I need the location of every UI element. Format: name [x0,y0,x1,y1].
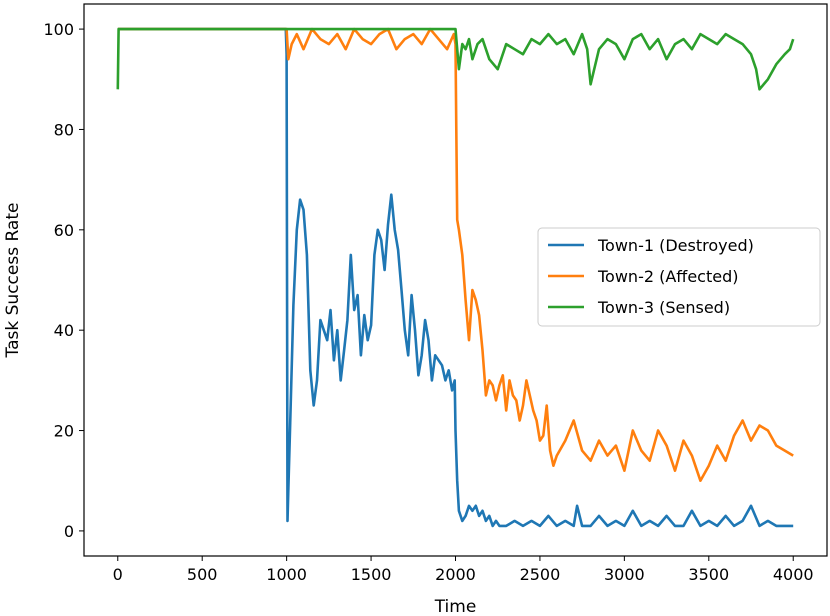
legend-label-1: Town-1 (Destroyed) [597,236,754,255]
legend-label-3: Town-3 (Sensed) [597,298,730,317]
y-axis-label: Task Success Rate [3,203,23,359]
x-tick-label: 500 [187,565,218,584]
series-line-1 [117,27,794,528]
x-tick-label: 2500 [520,565,561,584]
x-axis-label: Time [434,597,477,616]
series-line-3 [116,27,795,91]
x-tick-label: 4000 [773,565,814,584]
x-tick-label: 2000 [435,565,476,584]
y-axis: 0 20 40 60 80 100 [43,20,84,541]
legend-box [537,227,821,327]
series-layer [116,27,795,528]
x-axis: 0 500 1000 1500 2000 2500 3000 3500 4000 [113,556,814,584]
legend-label-2: Town-2 (Affected) [597,267,738,286]
y-tick-label: 80 [54,120,74,139]
x-tick-label: 0 [113,565,123,584]
series-line-2 [117,27,794,482]
y-tick-label: 100 [43,20,74,39]
x-tick-label: 3000 [604,565,645,584]
y-tick-label: 40 [54,321,74,340]
x-tick-label: 1000 [266,565,307,584]
y-tick-label: 60 [54,221,74,240]
x-tick-label: 3500 [688,565,729,584]
y-tick-label: 20 [54,422,74,441]
y-tick-label: 0 [64,522,74,541]
x-tick-label: 1500 [351,565,392,584]
legend: Town-1 (Destroyed) Town-2 (Affected) Town-… [537,227,821,327]
